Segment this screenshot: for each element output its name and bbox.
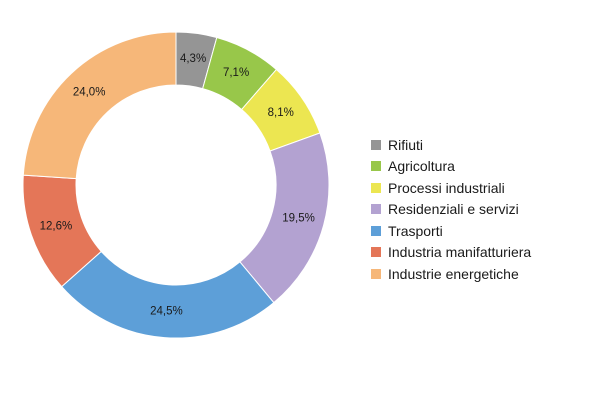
legend-swatch bbox=[371, 139, 381, 150]
legend-label: Processi industriali bbox=[388, 179, 505, 196]
slice-value-label: 19,5% bbox=[282, 212, 315, 224]
legend-swatch bbox=[371, 161, 381, 172]
slice-value-label: 8,1% bbox=[268, 107, 294, 119]
legend-label: Industria manifatturiera bbox=[388, 244, 532, 261]
legend-label: Industrie energetiche bbox=[388, 265, 519, 282]
donut-slices bbox=[22, 31, 330, 339]
slice-value-label: 7,1% bbox=[223, 67, 249, 79]
legend-label: Trasporti bbox=[388, 222, 443, 239]
legend-label: Rifiuti bbox=[388, 136, 424, 153]
slice-value-label: 24,0% bbox=[73, 86, 106, 98]
legend-item: Industrie energetiche bbox=[371, 263, 531, 285]
legend-item: Residenziali e servizi bbox=[371, 199, 531, 221]
slice-value-label: 4,3% bbox=[180, 53, 206, 65]
slice-value-label: 12,6% bbox=[40, 220, 73, 232]
legend-swatch bbox=[371, 182, 381, 193]
legend-item: Industria manifatturiera bbox=[371, 242, 531, 264]
legend-swatch bbox=[371, 204, 381, 215]
legend-swatch bbox=[371, 247, 381, 258]
legend-label: Residenziali e servizi bbox=[388, 201, 519, 218]
legend-swatch bbox=[371, 225, 381, 236]
legend-label: Agricoltura bbox=[388, 158, 455, 175]
legend-item: Rifiuti bbox=[371, 134, 531, 156]
legend-item: Agricoltura bbox=[371, 156, 531, 178]
legend-swatch bbox=[371, 268, 381, 279]
slice-industrie-energetiche bbox=[22, 31, 177, 180]
slice-value-label: 24,5% bbox=[150, 306, 183, 318]
donut-value-labels: 4,3% 7,1% 8,1% 19,5% 24,5% 12,6% 24,0% bbox=[40, 53, 315, 317]
slice-trasporti bbox=[60, 250, 275, 339]
chart-legend: Rifiuti Agricoltura Processi industriali Re… bbox=[371, 134, 531, 285]
legend-item: Processi industriali bbox=[371, 177, 531, 199]
legend-item: Trasporti bbox=[371, 220, 531, 242]
